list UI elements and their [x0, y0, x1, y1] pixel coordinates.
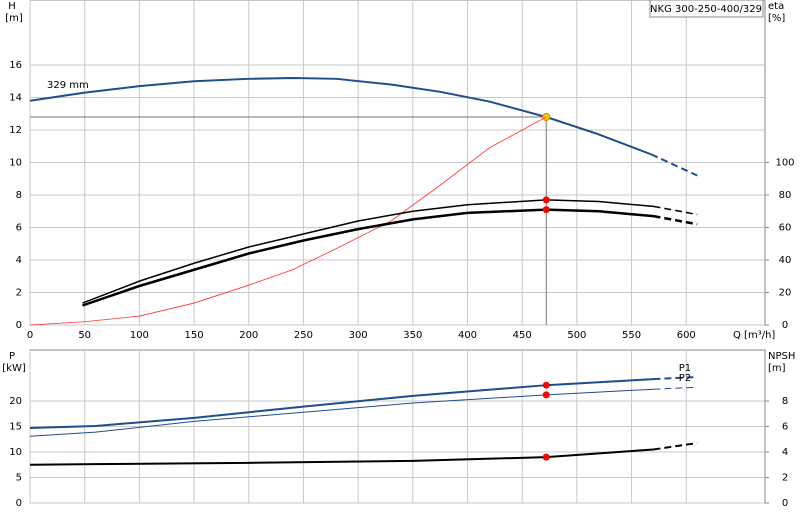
x-tick-label: 350 — [403, 330, 422, 341]
y-tick-label: 15 — [9, 422, 22, 433]
y-axis-label: P — [9, 351, 15, 362]
curve — [29, 116, 547, 326]
y-axis-label: H — [8, 1, 16, 12]
series-label: 329 mm — [47, 80, 89, 91]
y-tick-label: 2 — [16, 288, 22, 299]
duty-point — [542, 206, 550, 214]
y-tick-label: 16 — [9, 60, 22, 71]
y-tick-label: 4 — [16, 255, 22, 266]
y-axis-unit: [m] — [5, 13, 23, 24]
y-tick-label: 14 — [9, 93, 22, 104]
y2-tick-label: 20 — [779, 288, 792, 299]
duty-point — [542, 196, 550, 204]
y2-axis-label: NPSH — [768, 351, 795, 362]
y2-tick-label: 6 — [782, 422, 788, 433]
duty-point — [542, 391, 550, 399]
y-axis-unit: [kW] — [2, 363, 26, 374]
y-tick-label: 6 — [16, 223, 22, 234]
y2-tick-label: 0 — [782, 498, 788, 509]
y2-tick-label: 0 — [782, 320, 788, 331]
y2-tick-label: 60 — [779, 223, 792, 234]
y2-axis-unit: [%] — [768, 13, 785, 24]
curve — [29, 448, 654, 466]
x-tick-label: 600 — [677, 330, 696, 341]
y-tick-label: 0 — [16, 498, 22, 509]
y-tick-label: 5 — [16, 473, 22, 484]
duty-point — [542, 453, 550, 461]
x-tick-label: 250 — [294, 330, 313, 341]
curve-dashed — [653, 442, 698, 451]
y-tick-label: 12 — [9, 125, 22, 136]
x-tick-label: 500 — [567, 330, 586, 341]
title-box — [649, 0, 764, 18]
curve-dashed — [653, 376, 698, 381]
curve — [82, 208, 654, 307]
x-axis-label: Q [m³/h] — [733, 330, 775, 341]
y2-tick-label: 80 — [779, 190, 792, 201]
duty-point — [542, 381, 550, 389]
y-tick-label: 20 — [9, 396, 22, 407]
y-tick-label: 8 — [16, 190, 22, 201]
y2-tick-label: 40 — [779, 255, 792, 266]
curve — [82, 199, 654, 304]
y-tick-label: 10 — [9, 158, 22, 169]
curve-dashed — [653, 205, 698, 216]
x-tick-label: 400 — [458, 330, 477, 341]
curve-dashed — [653, 214, 698, 226]
chart-title: NKG 300-250-400/329 — [650, 4, 762, 15]
curve-dashed — [653, 386, 698, 390]
y2-tick-label: 4 — [782, 447, 788, 458]
curve-dashed — [650, 153, 698, 177]
x-tick-label: 450 — [513, 330, 532, 341]
x-tick-label: 50 — [78, 330, 91, 341]
x-tick-label: 200 — [239, 330, 258, 341]
x-tick-label: 550 — [622, 330, 641, 341]
x-tick-label: 150 — [185, 330, 204, 341]
y-tick-label: 0 — [16, 320, 22, 331]
series-label: P2 — [679, 373, 691, 384]
x-tick-label: 0 — [27, 330, 33, 341]
y2-axis-unit: [m] — [768, 363, 786, 374]
y2-axis-label: eta — [768, 1, 784, 12]
y2-tick-label: 8 — [782, 396, 788, 407]
x-tick-label: 300 — [349, 330, 368, 341]
y2-tick-label: 2 — [782, 473, 788, 484]
y-tick-label: 10 — [9, 447, 22, 458]
series-label: P1 — [679, 363, 691, 374]
x-tick-label: 100 — [130, 330, 149, 341]
y2-tick-label: 100 — [775, 158, 794, 169]
